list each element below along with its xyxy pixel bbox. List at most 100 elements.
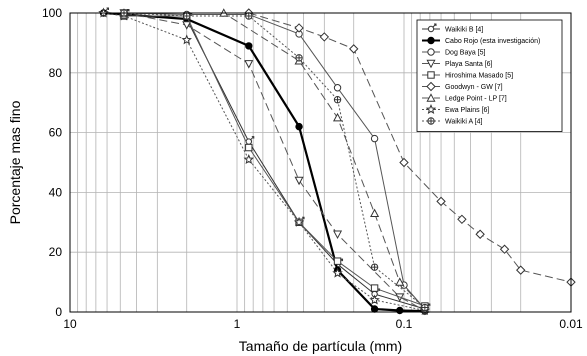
marker-open-diamond <box>499 244 510 254</box>
marker-star <box>425 103 437 114</box>
point-marker <box>427 71 435 79</box>
y-tick-label: 0 <box>55 305 62 319</box>
legend-item: Playa Santa [6] <box>422 59 493 69</box>
point-marker <box>369 294 380 305</box>
point-marker <box>243 154 255 164</box>
point-marker <box>425 103 437 114</box>
y-tick-label: 100 <box>42 6 62 20</box>
point-marker <box>370 284 379 292</box>
marker-circle-plus <box>370 263 379 271</box>
marker-star <box>243 154 255 164</box>
legend-label: Ewa Plains [6] <box>445 107 489 114</box>
marker-open-circle <box>370 134 379 143</box>
marker-open-tri-up <box>426 93 436 102</box>
marker-open-diamond <box>436 196 446 207</box>
marker-open-circle <box>427 48 435 56</box>
marker-open-tri-up <box>370 208 380 218</box>
marker-filled-circle <box>370 305 379 313</box>
legend-label: Goodwyn - GW [7] <box>445 84 503 91</box>
point-marker <box>333 257 342 265</box>
x-tick-label: 10 <box>63 317 77 331</box>
marker-star <box>369 294 380 305</box>
point-marker <box>399 157 409 168</box>
x-tick-label: 0.1 <box>396 317 413 331</box>
marker-star <box>332 267 343 278</box>
marker-circle-plus <box>421 303 429 312</box>
series-5 <box>244 8 576 287</box>
legend-label: Ledge Point - LP [7] <box>445 96 507 103</box>
point-marker <box>426 59 436 69</box>
legend-item: Cabo Rojo (esta investigación) <box>422 36 540 45</box>
marker-open-square <box>370 284 379 292</box>
point-marker-arrow <box>106 7 110 10</box>
point-marker <box>295 122 303 131</box>
plot-frame <box>69 12 572 313</box>
marker-open-square <box>427 71 435 79</box>
marker-open-square <box>245 143 253 152</box>
series-8 <box>120 9 429 312</box>
marker-filled-circle <box>295 122 303 131</box>
y-tick-label: 20 <box>49 245 63 259</box>
marker-open-tri-down <box>244 60 254 69</box>
legend-item: Ledge Point - LP [7] <box>422 93 507 103</box>
marker-open-circle <box>333 84 342 92</box>
x-axis-title: Tamaño de partícula (mm) <box>239 338 402 354</box>
marker-open-diamond <box>426 81 436 92</box>
series-line <box>103 12 426 311</box>
marker-open-diamond <box>294 23 304 33</box>
legend-label: Playa Santa [6] <box>445 61 493 68</box>
marker-open-diamond <box>516 265 526 275</box>
point-marker-arrow <box>251 136 255 139</box>
legend-label: Hiroshima Masado [5] <box>445 73 513 80</box>
legend-item: Goodwyn - GW [7] <box>422 81 503 92</box>
legend-item: Waikiki A [4] <box>422 117 483 126</box>
point-marker <box>245 42 253 50</box>
point-marker <box>475 229 485 239</box>
legend-item: Dog Baya [5] <box>422 48 486 57</box>
y-axis-title: Porcentaje mas fino <box>7 100 23 224</box>
point-marker-arrow <box>434 23 437 26</box>
marker-open-square <box>333 257 342 265</box>
point-marker <box>181 34 192 45</box>
marker-circle-plus <box>245 12 253 20</box>
legend-item: Hiroshima Masado [5] <box>422 71 513 80</box>
marker-circle-plus <box>295 54 303 62</box>
series-line <box>123 12 426 310</box>
point-marker <box>333 84 342 92</box>
y-tick-label: 80 <box>49 66 63 80</box>
marker-filled-circle <box>396 306 404 315</box>
marker-open-tri-down <box>426 59 436 69</box>
point-marker <box>319 32 330 42</box>
marker-circle-plus <box>333 96 342 104</box>
point-marker <box>332 267 343 278</box>
point-marker <box>182 21 192 30</box>
point-marker <box>457 214 467 225</box>
point-marker <box>426 93 436 102</box>
marker-star <box>181 34 192 45</box>
marker-star <box>293 216 305 227</box>
legend-label: Cabo Rojo (esta investigación) <box>445 38 540 45</box>
legend-item: Ewa Plains [6] <box>422 103 489 114</box>
point-marker <box>244 60 254 69</box>
marker-open-diamond <box>475 229 485 239</box>
marker-filled-circle <box>427 36 435 45</box>
legend-label: Waikiki B [4] <box>445 27 483 34</box>
point-marker <box>516 265 526 275</box>
point-marker <box>436 196 446 207</box>
legend-box <box>416 19 563 132</box>
point-marker <box>370 134 379 143</box>
legend: Waikiki B [4] Cabo Rojo (esta investigaci… <box>416 19 563 132</box>
point-marker <box>370 208 380 218</box>
point-marker <box>370 305 379 313</box>
legend-item: Waikiki B [4] <box>422 23 483 34</box>
point-marker <box>294 176 304 186</box>
legend-label: Waikiki A [4] <box>445 119 483 126</box>
x-tick-label: 1 <box>234 317 241 331</box>
point-marker-arrow <box>302 216 305 220</box>
tick-labels: 10 1 0.1 0.01 0 20 40 60 80 100 <box>42 6 583 331</box>
marker-open-tri-down <box>294 176 304 186</box>
marker-open-tri-down <box>182 21 192 30</box>
point-marker <box>396 306 404 315</box>
marker-open-tri-up <box>395 277 405 286</box>
legend-label: Dog Baya [5] <box>445 50 486 57</box>
